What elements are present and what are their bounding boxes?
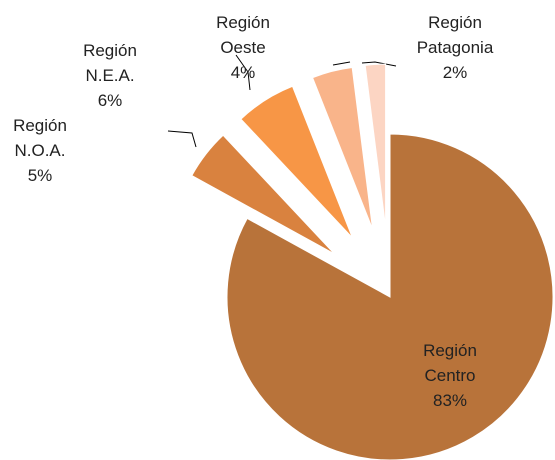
pie-slice [240, 85, 353, 239]
slice-label: Región Oeste 4% [193, 10, 293, 85]
category-label: Región N.O.A. [13, 116, 67, 160]
leader-lines [167, 54, 397, 148]
category-label: Región Centro [423, 341, 477, 385]
value-label: 5% [27, 166, 53, 185]
slice-label: Región Patagonia 2% [405, 10, 505, 85]
value-label: 2% [442, 63, 468, 82]
leader-line [361, 61, 397, 67]
pie-slice [364, 63, 387, 228]
leader-line [235, 54, 251, 91]
leader-line [167, 130, 197, 148]
slice-label: Región Centro 83% [400, 338, 500, 413]
value-label: 4% [230, 63, 256, 82]
value-label: 83% [432, 391, 468, 410]
pie-slice [311, 66, 374, 230]
slice-label: Región N.E.A. 6% [60, 38, 160, 113]
pie-slice [226, 133, 554, 460]
slice-label: Región N.O.A. 5% [0, 113, 90, 188]
category-label: Región Oeste [216, 13, 270, 57]
category-label: Región N.E.A. [83, 41, 137, 85]
value-label: 6% [97, 91, 123, 110]
leader-line [332, 61, 351, 66]
category-label: Región Patagonia [416, 13, 494, 57]
pie-slice [191, 134, 336, 255]
